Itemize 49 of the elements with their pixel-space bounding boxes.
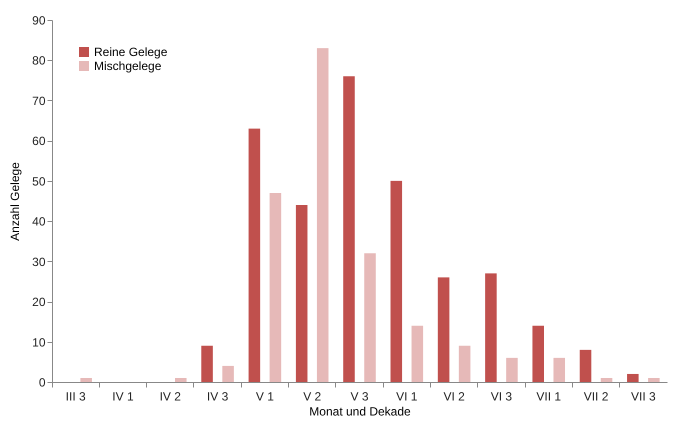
bar xyxy=(553,358,566,382)
y-tick-label: 60 xyxy=(32,134,46,148)
bar xyxy=(412,326,424,382)
x-tick-label: IV 1 xyxy=(112,390,134,404)
x-tick-label: VII 2 xyxy=(584,390,609,404)
y-tick-label: 20 xyxy=(32,295,46,310)
bar xyxy=(201,346,213,382)
y-tick-label: 0 xyxy=(38,376,46,390)
x-tick-label: VI 2 xyxy=(443,390,466,404)
x-axis-title: Monat und Dekade xyxy=(309,404,412,418)
bar xyxy=(175,378,187,382)
y-tick-label: 80 xyxy=(32,54,46,68)
x-tick-label: VII 3 xyxy=(631,390,656,404)
bar xyxy=(343,76,355,382)
x-tick-label: VI 1 xyxy=(396,390,418,404)
bar xyxy=(296,205,308,382)
y-tick-label: 10 xyxy=(32,335,46,350)
bar xyxy=(222,366,234,382)
bar xyxy=(364,253,376,382)
y-tick-label: 90 xyxy=(32,14,46,28)
bar xyxy=(600,378,612,382)
bar xyxy=(270,192,282,382)
bar xyxy=(390,180,402,382)
bar xyxy=(485,273,497,382)
bar xyxy=(438,277,450,382)
bar xyxy=(648,378,660,382)
bar xyxy=(627,374,639,382)
x-tick-label: III 3 xyxy=(66,390,86,404)
x-tick-label: IV 3 xyxy=(206,390,229,404)
bar xyxy=(316,48,328,382)
bar xyxy=(458,346,470,382)
legend-label: Reine Gelege xyxy=(94,45,168,59)
bar xyxy=(80,378,92,382)
x-tick-label: VII 1 xyxy=(536,390,562,404)
bar xyxy=(506,358,518,382)
y-tick-label: 30 xyxy=(32,254,46,269)
bar xyxy=(532,326,544,382)
bar xyxy=(248,128,260,382)
x-tick-label: VI 3 xyxy=(490,390,512,404)
y-tick-label: 40 xyxy=(32,214,46,229)
y-axis-title: Anzahl Gelege xyxy=(8,162,22,241)
y-tick-label: 50 xyxy=(32,174,46,188)
x-tick-label: V 3 xyxy=(350,390,369,404)
y-tick-label: 70 xyxy=(32,94,46,108)
x-tick-label: V 1 xyxy=(256,390,274,404)
bar xyxy=(580,350,592,382)
x-tick-label: IV 2 xyxy=(160,390,182,404)
legend-label: Mischgelege xyxy=(94,59,162,73)
x-tick-label: V 2 xyxy=(303,390,322,404)
